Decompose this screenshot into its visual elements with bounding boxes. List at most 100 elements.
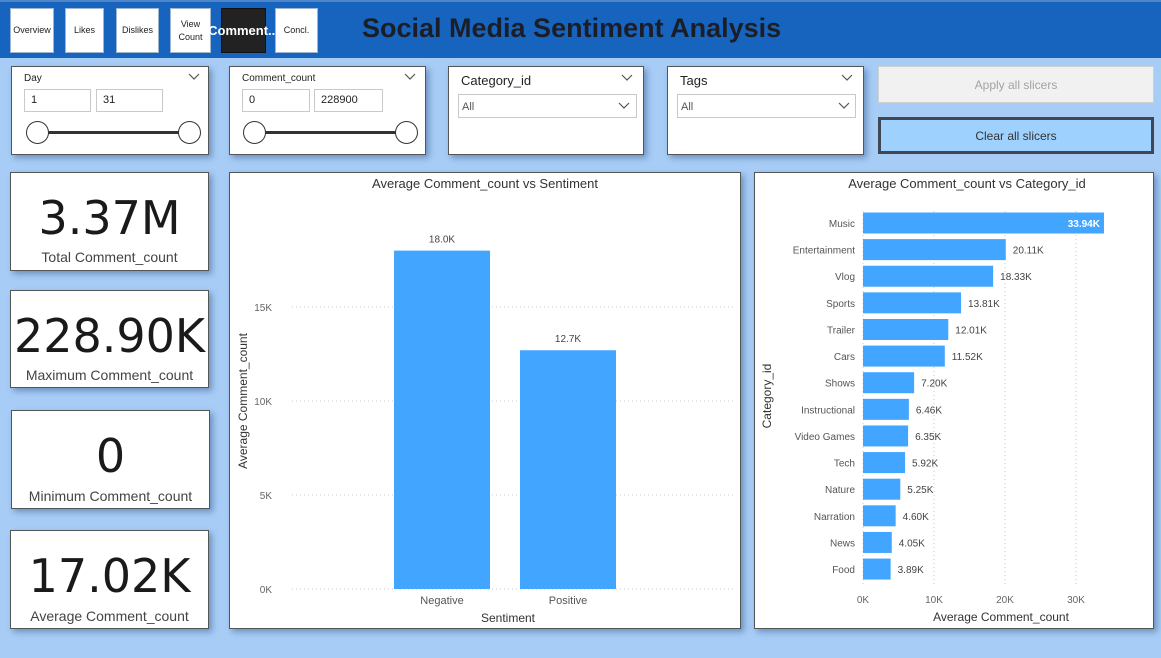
day-max-input[interactable]: 31 <box>96 89 163 112</box>
day-slider-max-handle[interactable] <box>178 121 201 144</box>
y-tick-label: 10K <box>254 397 272 408</box>
sentiment-bar-chart: Average Comment_count vs Sentiment 0K 5K 10… <box>236 176 735 625</box>
x-tick-label: Negative <box>420 595 463 607</box>
y-tick-label: Food <box>832 565 855 576</box>
bar <box>863 345 945 367</box>
bar <box>863 558 891 580</box>
x-tick-label: 30K <box>1067 595 1085 606</box>
chevron-down-icon[interactable] <box>617 101 631 111</box>
data-label: 5.92K <box>912 459 938 470</box>
bar <box>394 250 490 589</box>
y-tick-label: News <box>830 538 855 549</box>
y-axis-label: Category_id <box>760 364 774 429</box>
category-slicer: Category_id All <box>448 66 644 155</box>
tags-slicer: Tags All <box>667 66 864 155</box>
kpi-total-value: 3.37M <box>38 191 181 245</box>
x-tick-label: 10K <box>925 595 943 606</box>
bar <box>863 452 906 474</box>
y-tick-label: 5K <box>260 491 273 502</box>
bar <box>863 265 994 287</box>
data-label: 6.35K <box>915 432 941 443</box>
kpi-card-minimum: 0 Minimum Comment_count <box>11 410 210 509</box>
tags-dropdown-value: All <box>681 101 694 113</box>
comment-count-slider-min-handle[interactable] <box>243 121 266 144</box>
nav-dislikes-button[interactable]: Dislikes <box>116 8 159 53</box>
kpi-card-average: 17.02K Average Comment_count <box>10 530 209 629</box>
y-tick-label: Vlog <box>835 272 855 283</box>
data-label: 13.81K <box>968 299 1000 310</box>
chart-title: Average Comment_count vs Category_id <box>848 176 1086 191</box>
category-dropdown[interactable]: All <box>458 94 637 118</box>
category-dropdown-value: All <box>462 101 475 113</box>
data-label: 11.52K <box>952 352 983 363</box>
y-tick-label: Nature <box>825 485 855 496</box>
nav-view-count-button[interactable]: View Count <box>170 8 211 53</box>
nav-likes-button[interactable]: Likes <box>65 8 104 53</box>
y-tick-label: Sports <box>826 299 855 310</box>
apply-all-slicers-button[interactable]: Apply all slicers <box>878 66 1154 103</box>
comment-count-slider-max-handle[interactable] <box>395 121 418 144</box>
data-label: 4.05K <box>899 538 925 549</box>
kpi-total-label: Total Comment_count <box>41 249 178 265</box>
kpi-average-value: 17.02K <box>28 549 191 603</box>
comment-count-max-input[interactable]: 228900 <box>314 89 383 112</box>
nav-comment-button[interactable]: Comment... <box>208 8 279 53</box>
data-label: 7.20K <box>921 379 947 390</box>
y-tick-label: Cars <box>834 352 855 363</box>
comment-count-min-input[interactable]: 0 <box>242 89 310 112</box>
category-bar-chart: Average Comment_count vs Category_id 0K 10… <box>760 176 1104 624</box>
sentiment-chart-panel: Average Comment_count vs Sentiment 0K 5K 10… <box>229 172 741 629</box>
bar <box>863 372 915 394</box>
bar <box>863 425 909 447</box>
kpi-card-maximum: 228.90K Maximum Comment_count <box>10 290 209 388</box>
kpi-maximum-value: 228.90K <box>13 309 206 363</box>
day-slider-min-handle[interactable] <box>26 121 49 144</box>
chevron-down-icon[interactable] <box>837 101 851 111</box>
y-tick-label: Tech <box>834 459 855 470</box>
bar <box>863 292 962 314</box>
tags-dropdown[interactable]: All <box>677 94 856 118</box>
y-tick-label: Entertainment <box>793 246 855 257</box>
bar <box>520 350 616 589</box>
bar <box>863 318 949 340</box>
chevron-down-icon[interactable] <box>403 72 417 82</box>
x-axis-label: Average Comment_count <box>933 610 1070 624</box>
data-label: 18.33K <box>1000 272 1032 283</box>
chevron-down-icon[interactable] <box>620 73 634 83</box>
bar <box>863 531 892 553</box>
day-min-input[interactable]: 1 <box>24 89 91 112</box>
y-tick-label: 15K <box>254 303 272 314</box>
data-label: 12.7K <box>555 334 581 345</box>
nav-overview-button[interactable]: Overview <box>10 8 54 53</box>
data-label: 4.60K <box>903 512 929 523</box>
bar <box>863 505 896 527</box>
tags-slicer-title: Tags <box>680 73 708 88</box>
chevron-down-icon[interactable] <box>187 72 201 82</box>
y-tick-label: Instructional <box>801 405 855 416</box>
bar <box>863 478 901 500</box>
y-tick-label: Narration <box>814 512 855 523</box>
day-slicer-title: Day <box>24 73 42 84</box>
x-tick-label: 20K <box>996 595 1014 606</box>
bar <box>863 398 909 420</box>
data-label: 33.94K <box>1068 219 1101 230</box>
data-label: 12.01K <box>955 325 987 336</box>
chevron-down-icon[interactable] <box>840 73 854 83</box>
data-label: 5.25K <box>907 485 933 496</box>
bar <box>863 212 1104 234</box>
x-tick-label: 0K <box>857 595 870 606</box>
y-axis-label: Average Comment_count <box>236 332 250 469</box>
kpi-minimum-label: Minimum Comment_count <box>28 488 193 504</box>
day-slider-track <box>38 131 190 134</box>
nav-concl-button[interactable]: Concl. <box>275 8 318 53</box>
y-tick-label: 0K <box>260 585 273 596</box>
category-chart-panel: Average Comment_count vs Category_id 0K 10… <box>754 172 1154 629</box>
chart-title: Average Comment_count vs Sentiment <box>372 176 598 191</box>
clear-all-slicers-button[interactable]: Clear all slicers <box>878 117 1154 154</box>
bar <box>863 239 1006 261</box>
data-label: 18.0K <box>429 235 455 246</box>
header-bar: Overview Likes Dislikes View Count Comme… <box>0 0 1161 58</box>
data-label: 6.46K <box>916 405 942 416</box>
y-tick-label: Music <box>829 219 855 230</box>
comment-count-slicer-title: Comment_count <box>242 73 316 84</box>
